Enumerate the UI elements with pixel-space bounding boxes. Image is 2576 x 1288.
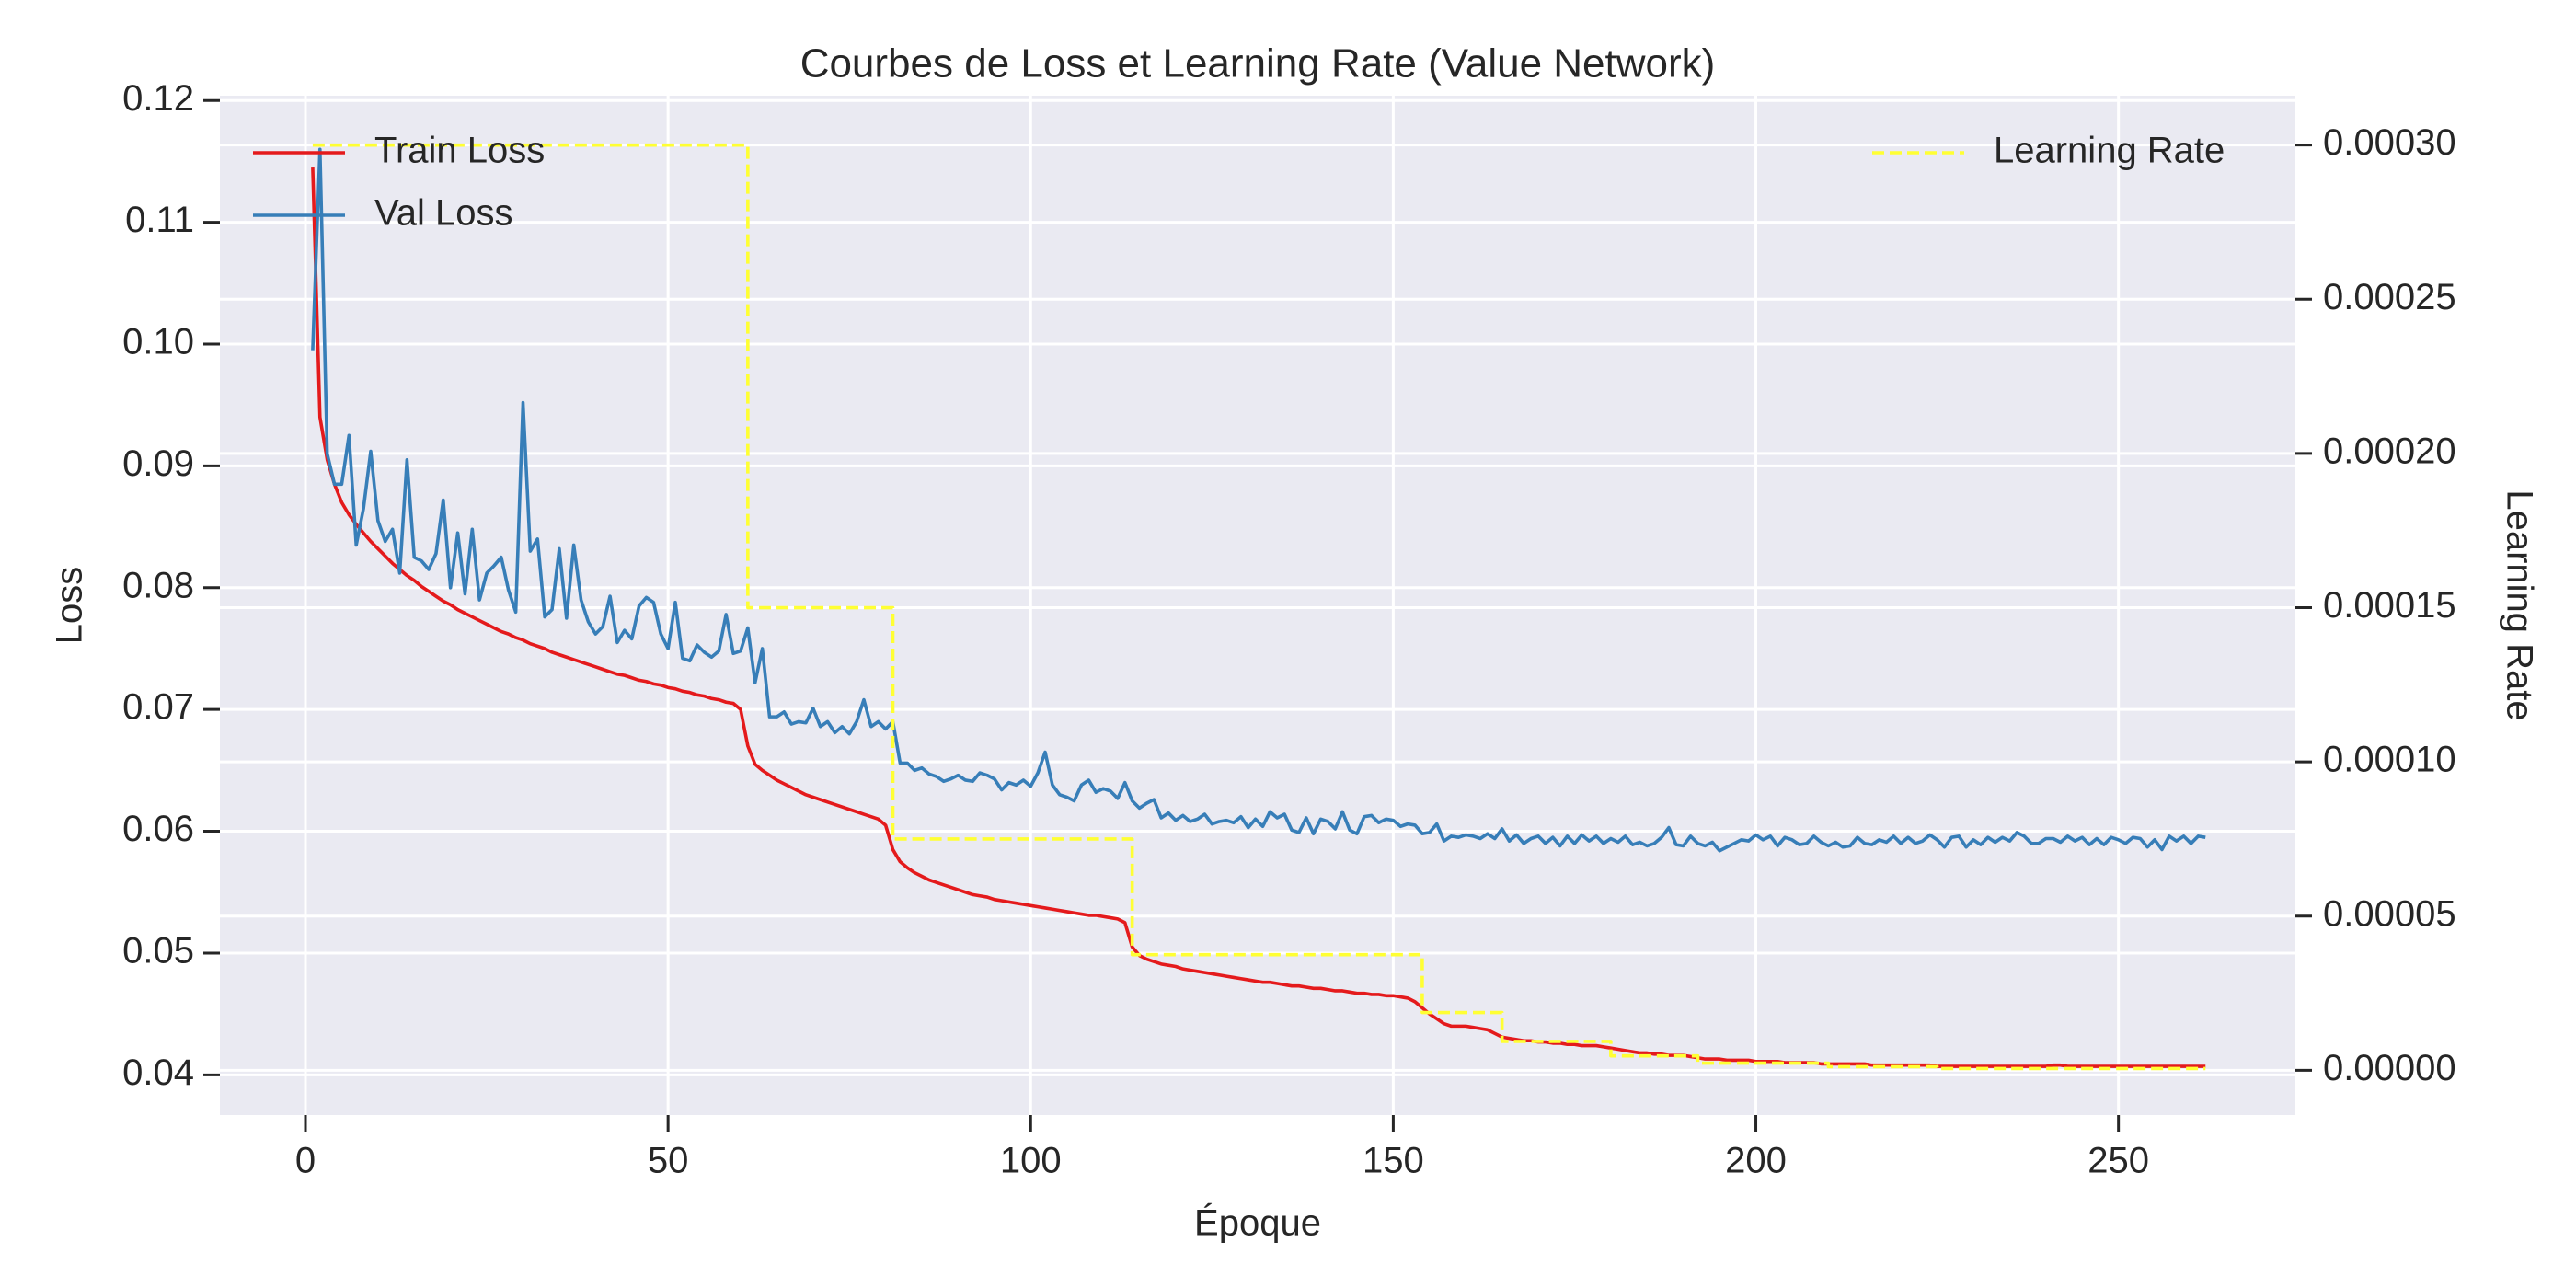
y-tick-label: 0.04 — [122, 1052, 194, 1093]
y-tick-label: 0.08 — [122, 565, 194, 605]
y-tick-label: 0.07 — [122, 687, 194, 728]
legend-label: Val Loss — [374, 193, 512, 234]
x-tick-label: 100 — [1000, 1141, 1062, 1181]
series-line — [311, 147, 2206, 853]
y-tick-label: 0.11 — [125, 200, 194, 240]
legend-label: Train Loss — [374, 131, 545, 171]
plot-area — [220, 96, 2295, 1115]
y2-tick-label: 0.00015 — [2323, 585, 2456, 626]
legend-label: Learning Rate — [1994, 131, 2225, 171]
chart-title: Courbes de Loss et Learning Rate (Value … — [800, 41, 1716, 86]
series-line — [311, 167, 2206, 1068]
x-tick-label: 150 — [1363, 1141, 1424, 1181]
y-axis-label: Loss — [50, 567, 90, 645]
x-tick-label: 50 — [648, 1141, 689, 1181]
x-tick-label: 200 — [1725, 1141, 1787, 1181]
y2-tick-label: 0.00025 — [2323, 277, 2456, 317]
y-tick-label: 0.06 — [122, 809, 194, 849]
y2-tick-label: 0.00030 — [2323, 122, 2456, 163]
y2-tick-label: 0.00010 — [2323, 740, 2456, 780]
y2-tick-label: 0.00020 — [2323, 431, 2456, 471]
x-tick-label: 250 — [2087, 1141, 2149, 1181]
y2-tick-label: 0.00000 — [2323, 1048, 2456, 1088]
y-tick-label: 0.05 — [122, 931, 194, 972]
series-line — [312, 143, 2206, 1071]
y-tick-label: 0.09 — [122, 443, 194, 484]
y2-axis-label: Learning Rate — [2499, 489, 2539, 720]
y-tick-label: 0.12 — [122, 78, 194, 119]
y2-tick-label: 0.00005 — [2323, 893, 2456, 934]
x-axis-label: Époque — [1194, 1202, 1321, 1244]
x-tick-label: 0 — [295, 1141, 316, 1181]
y-tick-label: 0.10 — [122, 322, 194, 362]
